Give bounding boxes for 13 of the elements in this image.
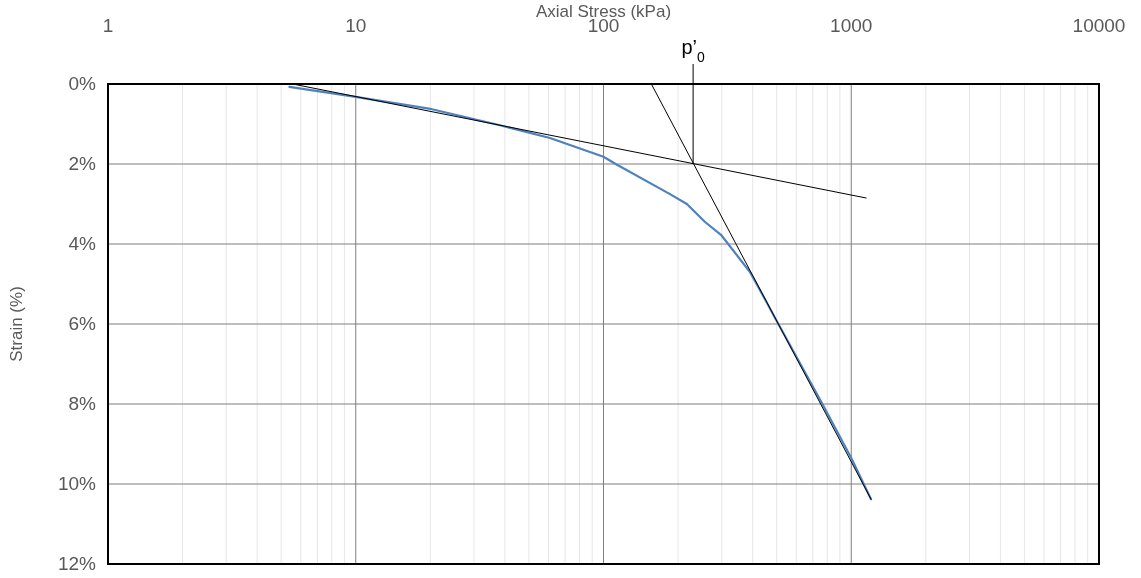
y-axis-title: Strain (%) — [7, 286, 26, 362]
y-tick-label: 4% — [68, 233, 97, 254]
x-tick-label: 10 — [345, 15, 367, 36]
y-tick-label: 2% — [68, 153, 97, 174]
x-tick-label: 1000 — [830, 15, 873, 36]
y-tick-label: 6% — [68, 313, 97, 334]
x-tick-label: 10000 — [1072, 15, 1126, 36]
y-tick-label: 8% — [68, 393, 97, 414]
x-tick-label: 1 — [102, 15, 114, 36]
y-tick-label: 0% — [68, 73, 97, 94]
ref-line-label: p’$_{0}$ — [681, 36, 706, 65]
y-tick-label: 12% — [57, 553, 97, 574]
y-tick-label: 10% — [57, 473, 97, 494]
